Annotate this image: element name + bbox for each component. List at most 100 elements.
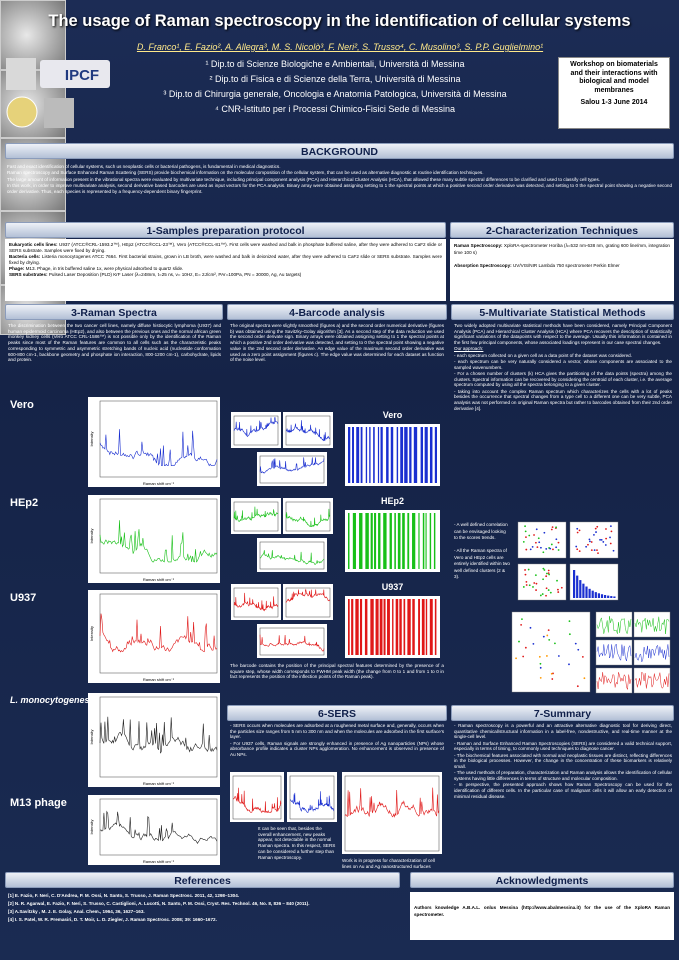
second-derivative xyxy=(283,412,333,448)
score-point xyxy=(539,594,542,597)
barcode-bar xyxy=(412,599,415,655)
barcode-bar xyxy=(348,427,351,483)
loading-line xyxy=(634,644,670,663)
score-point xyxy=(535,528,538,531)
plot-background xyxy=(342,772,442,854)
smoothed-spectrum xyxy=(231,584,281,620)
score-point xyxy=(578,529,581,532)
summary-text: - Raman spectroscopy is a powerful and a… xyxy=(454,723,672,869)
section-header: 5-Multivariate Statistical Methods xyxy=(451,304,674,320)
score-point xyxy=(605,528,607,530)
sers-caption: Work is in progress for characterization… xyxy=(342,858,442,872)
paragraph: The large amount of information present … xyxy=(7,176,601,182)
score-point xyxy=(525,536,527,539)
barcode-bar xyxy=(386,427,389,483)
absorbance-plot xyxy=(342,772,442,854)
score-point xyxy=(557,591,560,593)
barcode xyxy=(345,424,440,486)
score-point xyxy=(520,624,523,626)
figure-panel xyxy=(569,521,619,559)
plot-background xyxy=(231,584,281,620)
barcode xyxy=(345,510,440,572)
score-point xyxy=(609,525,612,528)
loading-line xyxy=(596,643,632,662)
y-axis-label: Intensity xyxy=(89,529,94,544)
score-point xyxy=(535,582,538,585)
caption: It can be seen that, besides the overall… xyxy=(258,826,336,860)
barcode-bar xyxy=(378,513,381,569)
score-point xyxy=(524,530,527,533)
score-point xyxy=(555,546,558,549)
barcode-bar xyxy=(434,427,437,483)
plot-frame xyxy=(99,400,218,478)
spectrum-plot: Raman shift cm⁻¹ Intensity xyxy=(88,495,220,583)
score-point xyxy=(600,539,603,541)
barcode-bar xyxy=(394,513,396,569)
score-point xyxy=(576,685,579,688)
affiliation: ³ Dip.to di Chirurgia generale, Oncologi… xyxy=(163,89,507,99)
barcode-bar xyxy=(425,513,427,569)
score-point xyxy=(576,548,579,551)
plot-background xyxy=(257,624,327,658)
spacer xyxy=(454,581,510,587)
plot-background xyxy=(283,412,333,448)
note: - All the Raman spectra of Vero and HEp2… xyxy=(454,548,510,580)
barcode-bar xyxy=(421,599,425,655)
score-point xyxy=(585,545,588,548)
plot-frame xyxy=(285,415,331,446)
barcode-bar xyxy=(429,427,433,483)
score-point xyxy=(557,549,560,551)
workshop-dates: Salou 1-3 June 2014 xyxy=(580,99,648,106)
score-point xyxy=(525,580,528,583)
score-point xyxy=(533,582,536,584)
score-point xyxy=(595,531,597,533)
item: Phage: M13. Phage, in tris buffered sali… xyxy=(9,266,442,272)
loading-bar xyxy=(573,570,576,598)
barcode-bar xyxy=(374,513,377,569)
score-point xyxy=(534,574,537,577)
loading-bar xyxy=(594,592,597,598)
barcode-bar xyxy=(418,513,420,569)
score-point xyxy=(547,629,550,632)
paragraph: The discrimination between the two cance… xyxy=(8,323,221,363)
score-point xyxy=(596,525,599,528)
x-axis-label: Raman shift cm⁻¹ xyxy=(143,781,175,786)
item-text: M13. Phage, in tris buffered saline 1x, … xyxy=(25,266,184,271)
plot-background xyxy=(287,772,337,822)
score-point xyxy=(599,538,601,541)
item-text: UV/VIS/NIR Lambda 750 spectrometer Perki… xyxy=(512,262,620,268)
figure-panel xyxy=(511,611,591,693)
barcode-label: U937 xyxy=(381,582,404,592)
affiliation: ¹ Dip.to di Scienze Biologiche e Ambient… xyxy=(205,59,465,69)
score-point xyxy=(590,541,593,543)
score-point xyxy=(589,540,591,543)
score-point xyxy=(542,567,545,570)
references-list: [1] E. Fazio, F. Neri, C. D'Andrea, P. M… xyxy=(8,892,400,952)
loading-line xyxy=(596,672,632,691)
loading-bar xyxy=(582,583,585,598)
score-point xyxy=(542,551,545,554)
paragraph: The barcode contains the position of the… xyxy=(230,663,444,680)
reference: [2] N. R. Agarwal, E. Fazio, F. Neri, S.… xyxy=(8,901,310,907)
loading-bar xyxy=(579,580,582,598)
score-point xyxy=(545,575,548,578)
score-point xyxy=(587,543,589,546)
paragraph: In this work, in order to improve multiv… xyxy=(7,182,672,194)
item-label: Absorption Spectroscopy: xyxy=(454,262,512,268)
raman-text: The discrimination between the two cance… xyxy=(8,323,221,393)
y-axis-label: Intensity xyxy=(89,432,94,447)
score-point xyxy=(551,526,554,529)
plot-background xyxy=(88,590,220,683)
plot-background xyxy=(88,795,220,865)
plot-frame xyxy=(99,798,218,856)
x-axis-label: Raman shift cm⁻¹ xyxy=(143,481,175,486)
smoothed-spectrum xyxy=(231,498,281,534)
score-point xyxy=(535,589,537,591)
score-point xyxy=(550,672,553,675)
barcode-bar xyxy=(400,427,404,483)
item-label: Raman Spectroscopy: xyxy=(454,243,503,248)
loading-bar xyxy=(591,590,594,598)
barcode-bar xyxy=(425,599,428,655)
score-point xyxy=(576,527,579,530)
barcode-bar xyxy=(397,513,401,569)
